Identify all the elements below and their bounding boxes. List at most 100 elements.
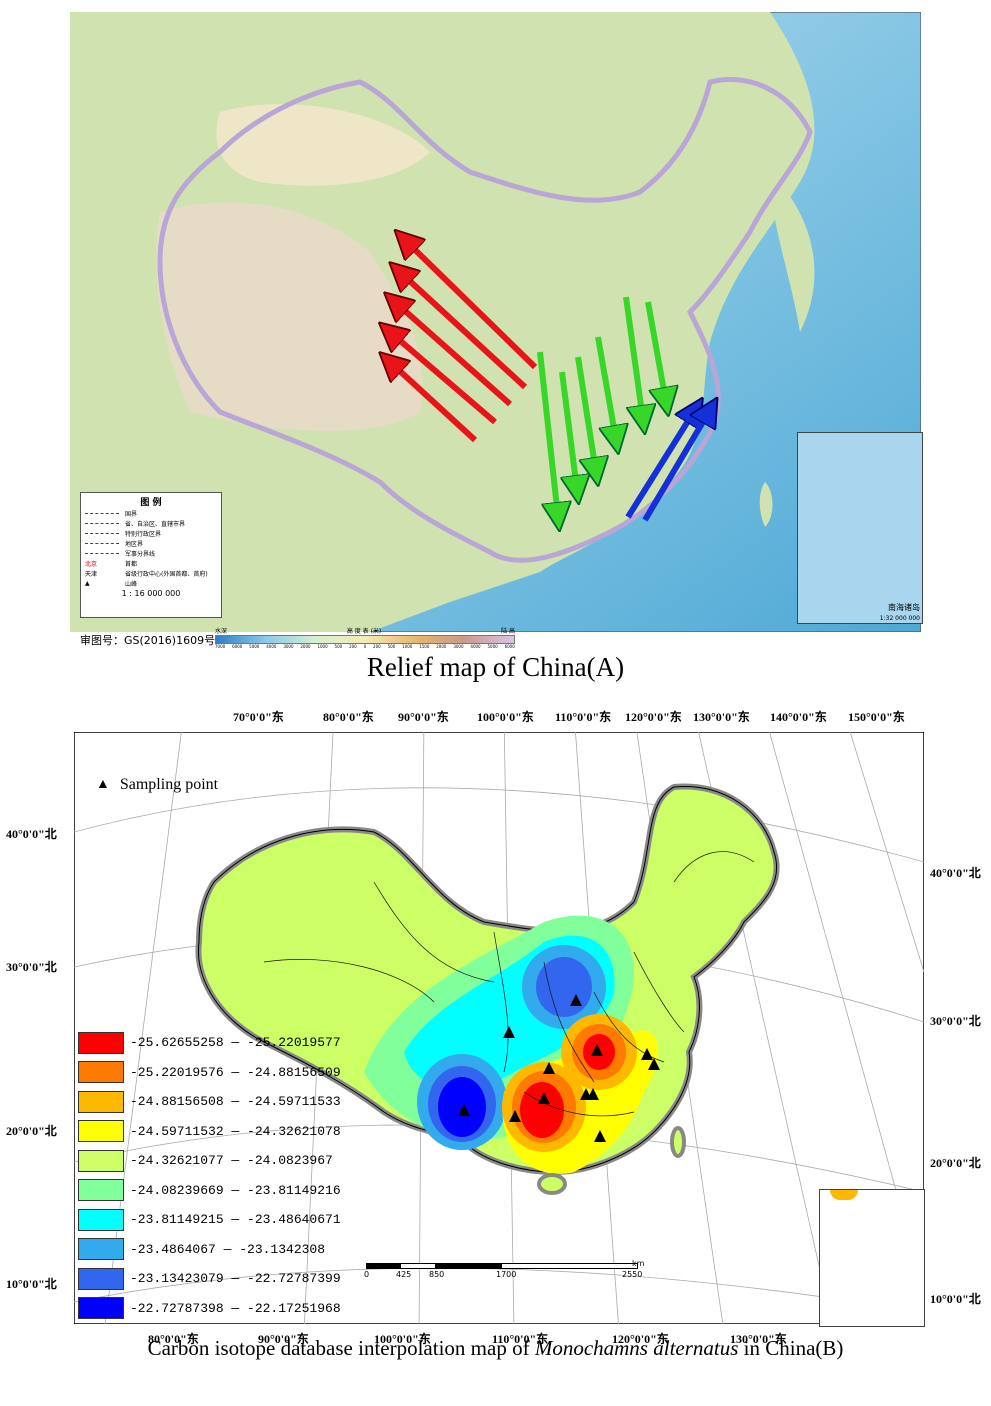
lat-right-label: 20°0'0"北 bbox=[930, 1156, 981, 1170]
legend-class-label: -25.22019576 — -24.88156509 bbox=[130, 1064, 341, 1080]
elevation-tick: 4000 bbox=[266, 644, 277, 649]
elevation-tick: 1500 bbox=[419, 644, 430, 649]
inset-scale: 1:32 000 000 bbox=[879, 615, 920, 622]
elevation-tick: 4000 bbox=[470, 644, 481, 649]
legend-class-label: -25.62655258 — -25.22019577 bbox=[130, 1035, 341, 1051]
legend-swatch bbox=[78, 1120, 124, 1143]
blue-arrows bbox=[625, 410, 710, 522]
scale-unit: km bbox=[632, 1259, 645, 1268]
blue-blob-west-core bbox=[438, 1077, 486, 1137]
legend-class-row: -24.59711532 — -24.32621078 bbox=[78, 1117, 378, 1147]
south-china-sea-inset-b bbox=[819, 1189, 925, 1327]
elevation-tick: 0 bbox=[363, 644, 367, 649]
caption-b-suffix: in China(B) bbox=[738, 1336, 844, 1360]
legend-class-row: -25.22019576 — -24.88156509 bbox=[78, 1058, 378, 1088]
elevation-tick: 1000 bbox=[402, 644, 413, 649]
legend-a-item: 军事分界线 bbox=[125, 550, 156, 558]
elevation-tick: 3000 bbox=[453, 644, 464, 649]
taiwan bbox=[759, 482, 773, 527]
elevation-left: 水深 bbox=[215, 628, 228, 635]
legend-class-row: -24.32621077 — -24.0823967 bbox=[78, 1146, 378, 1176]
scale-bar: 0 425 850 1700 2550 km bbox=[364, 1259, 646, 1287]
scale-label: 1700 bbox=[496, 1270, 517, 1279]
legend-class-label: -24.59711532 — -24.32621078 bbox=[130, 1123, 341, 1139]
caption-b-prefix: Carbon isotope database interpolation ma… bbox=[147, 1336, 535, 1360]
provincial-marker: 天津 bbox=[85, 570, 98, 578]
lon-top-label: 80°0'0"东 bbox=[323, 710, 374, 724]
taiwan-island bbox=[670, 1126, 686, 1158]
class-legend: -25.62655258 — -25.22019577 -25.22019576 … bbox=[78, 1028, 378, 1323]
elevation-tick: 2000 bbox=[436, 644, 447, 649]
legend-class-label: -24.88156508 — -24.59711533 bbox=[130, 1094, 341, 1110]
red-arrows bbox=[390, 240, 538, 443]
korea-japan bbox=[770, 172, 815, 332]
lat-left-label: 10°0'0"北 bbox=[6, 1277, 57, 1291]
legend-swatch bbox=[78, 1208, 124, 1231]
lat-left-label: 20°0'0"北 bbox=[6, 1124, 57, 1138]
elevation-tick: 7000 bbox=[215, 644, 226, 649]
legend-swatch bbox=[78, 1179, 124, 1202]
interpolation-map bbox=[74, 732, 924, 1324]
lat-right-label: 40°0'0"北 bbox=[930, 866, 981, 880]
legend-class-label: -24.32621077 — -24.0823967 bbox=[130, 1153, 333, 1169]
sampling-point bbox=[509, 1110, 521, 1122]
elevation-tick: 6000 bbox=[232, 644, 243, 649]
relief-map-china bbox=[70, 12, 921, 632]
lat-right-label: 30°0'0"北 bbox=[930, 1014, 981, 1028]
legend-a-item: 特别行政区界 bbox=[125, 530, 162, 538]
scale-a: 1 : 16 000 000 bbox=[121, 588, 181, 598]
capital-marker: 北京 bbox=[85, 560, 98, 568]
china-border bbox=[157, 76, 813, 563]
sampling-legend: ▲ Sampling point bbox=[96, 776, 218, 794]
legend-class-label: -23.13423079 — -22.72787399 bbox=[130, 1271, 341, 1287]
legend-a-item: 首都 bbox=[125, 560, 138, 568]
scale-label: 850 bbox=[429, 1270, 445, 1279]
sampling-point bbox=[594, 1130, 606, 1142]
lon-top-label: 120°0'0"东 bbox=[625, 710, 682, 724]
sampling-point bbox=[503, 1026, 515, 1038]
lon-top-label: 130°0'0"东 bbox=[693, 710, 750, 724]
elevation-tick: 500 bbox=[334, 644, 343, 649]
legend-class-row: -25.62655258 — -25.22019577 bbox=[78, 1028, 378, 1058]
legend-class-row: -23.4864067 — -23.1342308 bbox=[78, 1235, 378, 1265]
legend-swatch bbox=[78, 1297, 124, 1320]
province-borders bbox=[263, 851, 755, 1117]
legend-swatch bbox=[78, 1090, 124, 1113]
legend-a-item: 山峰 bbox=[125, 580, 138, 588]
lat-right-label: 10°0'0"北 bbox=[930, 1292, 981, 1306]
elevation-tick: 200 bbox=[349, 644, 357, 649]
legend-swatch bbox=[78, 1267, 124, 1290]
legend-class-row: -23.81149215 — -23.48640671 bbox=[78, 1205, 378, 1235]
legend-swatch bbox=[78, 1031, 124, 1054]
sampling-point bbox=[591, 1044, 603, 1056]
sampling-point bbox=[587, 1088, 599, 1100]
caption-b: Carbon isotope database interpolation ma… bbox=[0, 1336, 991, 1361]
sampling-points bbox=[458, 994, 660, 1142]
scale-label: 0 bbox=[364, 1270, 370, 1279]
legend-a-item: 地区界 bbox=[125, 540, 144, 548]
legend-class-row: -22.72787398 — -22.17251968 bbox=[78, 1294, 378, 1324]
lon-top-label: 70°0'0"东 bbox=[233, 710, 284, 724]
legend-class-label: -23.4864067 — -23.1342308 bbox=[130, 1241, 326, 1257]
legend-class-label: -23.81149215 — -23.48640671 bbox=[130, 1212, 341, 1228]
lon-bottom-label: 110°0'0"东 bbox=[492, 1332, 549, 1346]
lon-bottom-label: 120°0'0"东 bbox=[612, 1332, 669, 1346]
legend-a-title: 图 例 bbox=[140, 498, 162, 508]
legend-swatch bbox=[78, 1238, 124, 1261]
red-zone-south bbox=[520, 1082, 564, 1138]
elevation-title: 高 度 表 (米) bbox=[346, 628, 382, 635]
triangle-icon: ▲ bbox=[96, 777, 110, 792]
lon-top-label: 150°0'0"东 bbox=[848, 710, 905, 724]
elevation-scale: 水深 高 度 表 (米) 陆 高 7000 6000 5000 4000 3000 200… bbox=[215, 626, 515, 650]
approval-number: 审图号：GS(2016)1609号 bbox=[80, 634, 216, 647]
lon-top-label: 90°0'0"东 bbox=[398, 710, 449, 724]
elevation-tick: 5000 bbox=[249, 644, 260, 649]
scale-label: 2550 bbox=[622, 1270, 643, 1279]
legend-swatch bbox=[78, 1149, 124, 1172]
sampling-point bbox=[570, 994, 582, 1006]
scale-label: 425 bbox=[396, 1270, 412, 1279]
legend-a-item: 国界 bbox=[125, 510, 138, 518]
legend-class-row: -23.13423079 — -22.72787399 bbox=[78, 1264, 378, 1294]
elevation-tick: 5000 bbox=[487, 644, 498, 649]
elevation-tick: 200 bbox=[373, 644, 381, 649]
